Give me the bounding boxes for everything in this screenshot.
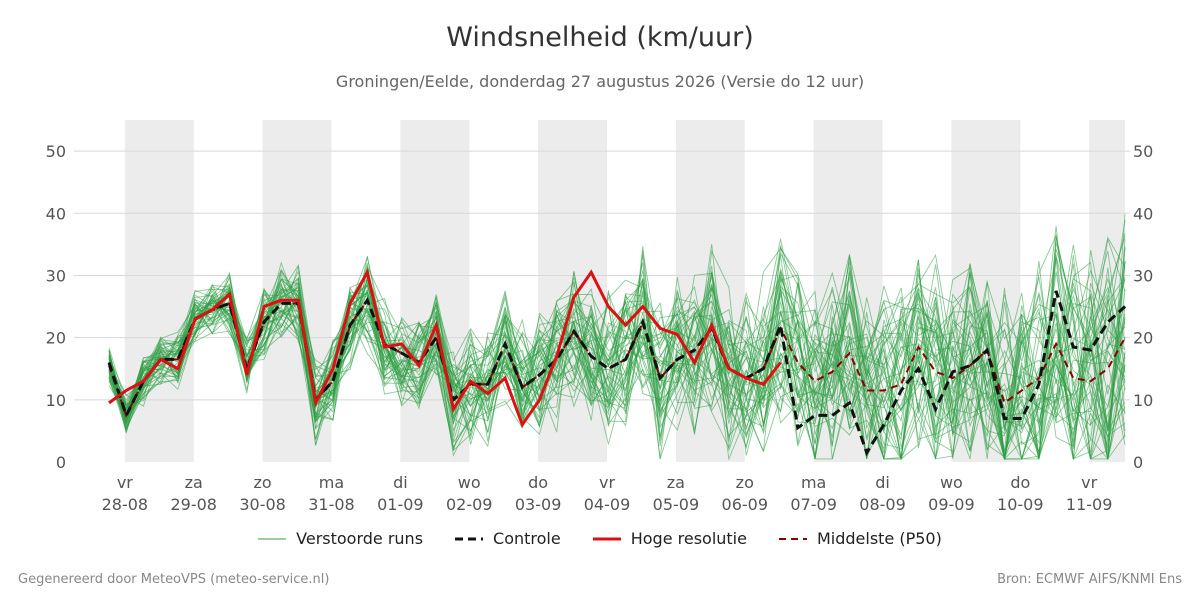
ensemble-member-line bbox=[108, 271, 1126, 459]
x-tick-date: 06-09 bbox=[722, 495, 769, 514]
x-tick-date: 02-09 bbox=[446, 495, 493, 514]
legend: Verstoorde runs Controle Hoge resolutie … bbox=[0, 529, 1200, 548]
legend-label-median: Middelste (P50) bbox=[816, 529, 942, 548]
weekend-band bbox=[262, 120, 332, 462]
ensemble-member-line bbox=[108, 246, 1126, 460]
ensemble-member-line bbox=[108, 254, 1126, 461]
chart-title: Windsnelheid (km/uur) bbox=[446, 22, 754, 53]
x-tick-date: 04-09 bbox=[584, 495, 631, 514]
x-tick-date: 07-09 bbox=[790, 495, 837, 514]
ensemble-member-line bbox=[108, 235, 1126, 460]
x-tick-day: wo bbox=[940, 473, 963, 492]
ensemble-member-line bbox=[108, 261, 1126, 460]
x-tick-day: di bbox=[875, 473, 890, 492]
x-tick-date: 01-09 bbox=[377, 495, 424, 514]
x-tick-date: 10-09 bbox=[997, 495, 1044, 514]
y-tick-label-right: 20 bbox=[1133, 329, 1153, 348]
legend-item-control: Controle bbox=[455, 529, 561, 548]
x-tick-date: 08-09 bbox=[859, 495, 906, 514]
x-tick-day: vr bbox=[117, 473, 133, 492]
ensemble-member-line bbox=[108, 258, 1126, 437]
x-tick-date: 30-08 bbox=[239, 495, 286, 514]
ensemble-member-line bbox=[108, 276, 1126, 461]
y-tick-label-right: 10 bbox=[1133, 391, 1153, 410]
x-tick-date: 31-08 bbox=[308, 495, 355, 514]
y-tick-label-right: 50 bbox=[1133, 142, 1153, 161]
x-tick-day: do bbox=[528, 473, 548, 492]
legend-swatch-hires bbox=[592, 537, 621, 540]
legend-swatch-ensemble bbox=[258, 538, 287, 539]
legend-label-ensemble: Verstoorde runs bbox=[296, 529, 424, 548]
chart-subtitle: Groningen/Eelde, donderdag 27 augustus 2… bbox=[335, 72, 865, 91]
y-tick-label-left: 10 bbox=[46, 391, 66, 410]
x-tick-date: 09-09 bbox=[928, 495, 975, 514]
ensemble-member-line bbox=[108, 261, 1126, 459]
y-tick-label-right: 30 bbox=[1133, 266, 1153, 285]
y-tick-label-right: 0 bbox=[1133, 453, 1143, 472]
legend-label-control: Controle bbox=[493, 529, 561, 548]
legend-swatch-control bbox=[455, 537, 484, 540]
x-tick-day: za bbox=[185, 473, 203, 492]
y-tick-label-left: 0 bbox=[56, 453, 66, 472]
weekend-band bbox=[400, 120, 470, 462]
x-tick-date: 28-08 bbox=[102, 495, 149, 514]
y-tick-label-left: 50 bbox=[46, 142, 66, 161]
y-tick-label-left: 20 bbox=[46, 329, 66, 348]
x-tick-date: 11-09 bbox=[1066, 495, 1113, 514]
y-tick-label-left: 40 bbox=[46, 204, 66, 223]
control-line bbox=[107, 290, 1127, 457]
x-tick-day: za bbox=[667, 473, 685, 492]
x-tick-day: wo bbox=[458, 473, 481, 492]
x-tick-day: zo bbox=[736, 473, 754, 492]
x-tick-day: ma bbox=[319, 473, 344, 492]
x-tick-day: di bbox=[393, 473, 408, 492]
x-tick-day: vr bbox=[1081, 473, 1097, 492]
x-tick-date: 05-09 bbox=[653, 495, 700, 514]
ensemble-member-line bbox=[108, 239, 1126, 460]
x-tick-date: 29-08 bbox=[170, 495, 217, 514]
legend-item-median: Middelste (P50) bbox=[778, 529, 942, 548]
x-tick-day: zo bbox=[254, 473, 272, 492]
footer-generated-by: Gegenereerd door MeteoVPS (meteo-service… bbox=[18, 572, 330, 587]
footer-source: Bron: ECMWF AIFS/KNMI Ens bbox=[997, 572, 1182, 587]
ensemble-member-line bbox=[108, 254, 1126, 459]
ensemble-member-line bbox=[108, 237, 1126, 459]
legend-item-ensemble: Verstoorde runs bbox=[258, 529, 423, 548]
x-tick-date: 03-09 bbox=[515, 495, 562, 514]
x-tick-day: ma bbox=[801, 473, 826, 492]
legend-item-hires: Hoge resolutie bbox=[592, 529, 747, 548]
y-tick-label-right: 40 bbox=[1133, 204, 1153, 223]
legend-label-hires: Hoge resolutie bbox=[630, 529, 747, 548]
x-tick-day: vr bbox=[599, 473, 615, 492]
hires-line bbox=[108, 268, 782, 428]
ensemble-member-line bbox=[108, 242, 1126, 460]
ensemble-member-line bbox=[108, 246, 1126, 461]
ensemble-member-line bbox=[108, 271, 1126, 459]
legend-swatch-median bbox=[778, 537, 807, 540]
x-tick-day: do bbox=[1010, 473, 1030, 492]
ensemble-member-line bbox=[108, 256, 1126, 460]
y-tick-label-left: 30 bbox=[46, 266, 66, 285]
